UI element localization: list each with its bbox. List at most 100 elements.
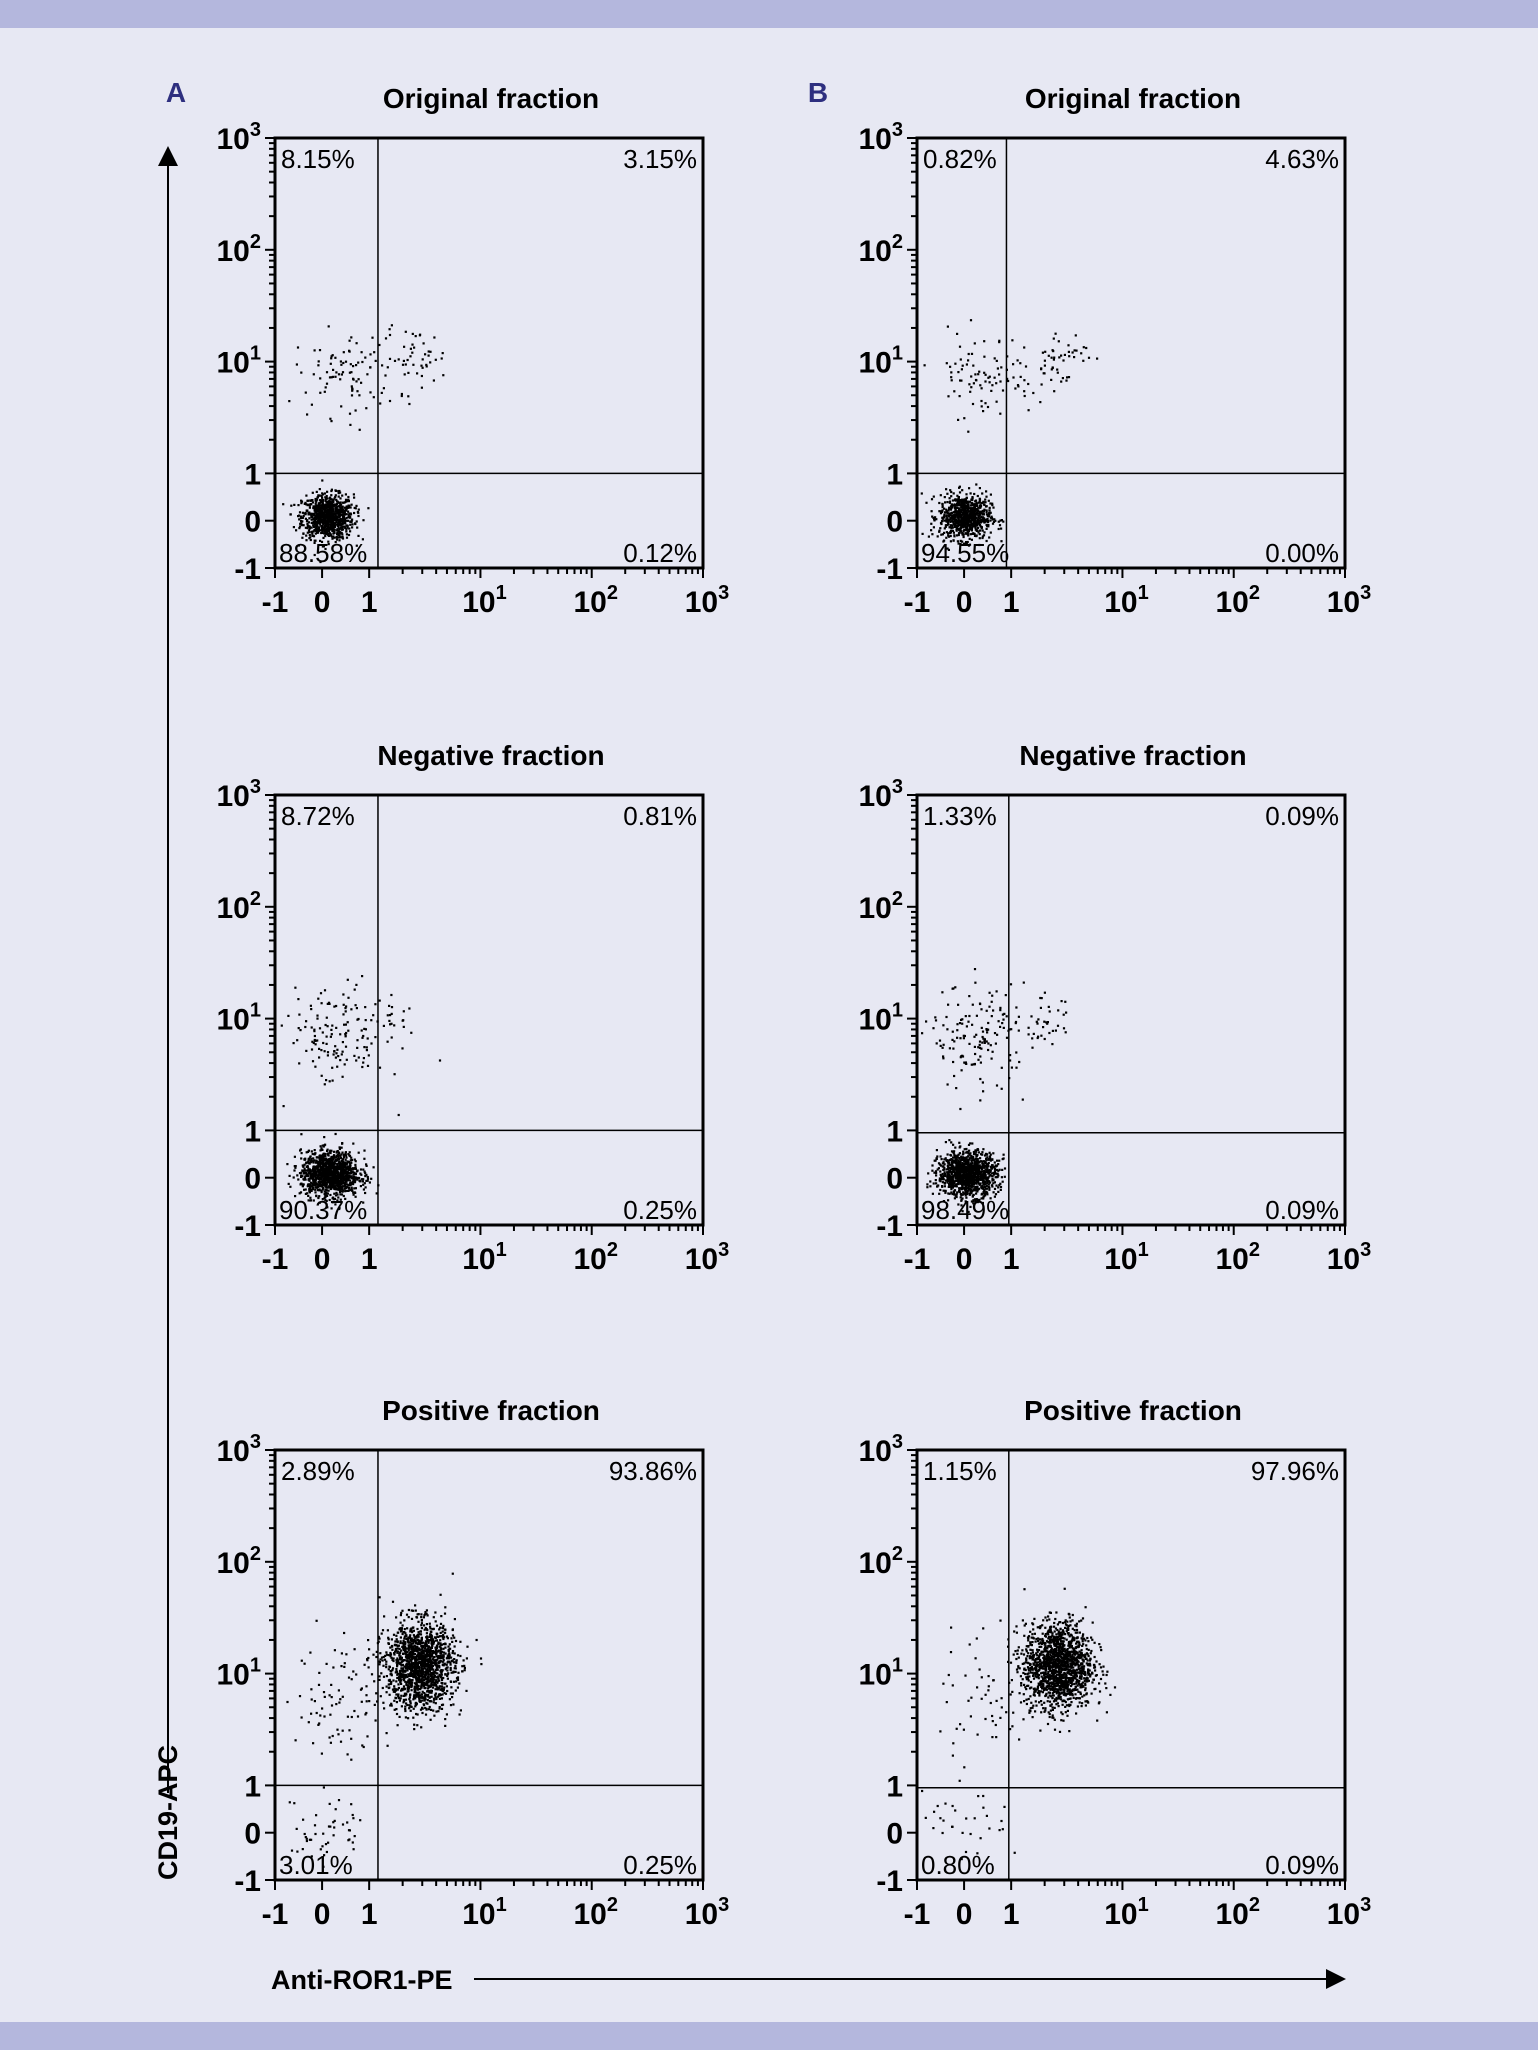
data-point (977, 1046, 980, 1049)
data-point (325, 1179, 329, 1182)
data-point (956, 498, 959, 501)
data-point (948, 500, 952, 503)
data-point (985, 1187, 988, 1190)
data-point (332, 501, 335, 504)
data-point (339, 1180, 342, 1183)
data-point (297, 544, 300, 547)
data-point (946, 517, 949, 520)
data-point (308, 537, 311, 540)
data-point (347, 495, 350, 499)
data-point (1039, 401, 1042, 404)
data-point (427, 350, 430, 353)
data-point (953, 390, 956, 393)
data-point (334, 1056, 337, 1059)
data-point (334, 506, 337, 509)
data-point (964, 517, 967, 520)
data-point (386, 366, 389, 369)
data-point (334, 1132, 337, 1136)
data-point (1040, 1034, 1043, 1037)
data-point (1051, 1043, 1054, 1046)
data-point (338, 1165, 341, 1168)
data-point (948, 1139, 951, 1142)
data-point (978, 517, 981, 520)
data-point (960, 1176, 963, 1180)
quadrant-upper-left: 8.72% (281, 801, 355, 831)
data-point (427, 354, 430, 357)
data-point (308, 1168, 311, 1171)
data-point (1048, 1031, 1051, 1035)
data-point (975, 523, 978, 526)
data-point (309, 538, 312, 542)
data-point (333, 1165, 336, 1168)
data-point (327, 1174, 330, 1178)
data-point (320, 1185, 323, 1188)
data-point (1073, 349, 1076, 352)
data-point (321, 1159, 324, 1162)
data-point (995, 400, 998, 403)
data-point (355, 364, 358, 367)
data-point (974, 378, 978, 382)
data-point (332, 1180, 336, 1183)
data-point (315, 1039, 318, 1042)
data-point (330, 498, 333, 501)
data-point (350, 503, 353, 506)
data-point (965, 1190, 969, 1193)
quadrant-upper-left: 0.82% (923, 144, 997, 174)
data-point (362, 1168, 365, 1171)
data-point (343, 520, 346, 523)
data-point (336, 1178, 339, 1181)
data-point (332, 1171, 336, 1174)
data-point (1046, 1021, 1049, 1024)
data-point (952, 1151, 955, 1154)
data-point (981, 1160, 984, 1163)
data-point (976, 524, 979, 527)
data-point (326, 1002, 329, 1005)
data-point (312, 535, 316, 538)
data-point (964, 510, 968, 513)
data-point (1065, 1011, 1068, 1014)
data-point (345, 1005, 348, 1008)
data-point (973, 517, 976, 520)
data-point (336, 1173, 339, 1176)
data-point (986, 525, 989, 528)
data-point (354, 522, 357, 526)
data-point (341, 1159, 344, 1162)
data-point (956, 516, 960, 519)
data-point (955, 1173, 959, 1176)
data-point (992, 1009, 995, 1012)
data-point (967, 501, 970, 504)
data-point (335, 538, 339, 541)
data-point (323, 989, 327, 992)
data-point (333, 1185, 336, 1188)
data-point (326, 504, 329, 507)
data-point (1039, 1006, 1042, 1009)
data-point (981, 1081, 984, 1084)
data-point (329, 496, 332, 499)
data-point (967, 519, 970, 522)
data-point (323, 1083, 326, 1086)
data-point (351, 523, 354, 526)
data-point (955, 1087, 958, 1090)
data-point (309, 1172, 312, 1176)
data-point (329, 534, 332, 537)
data-point (974, 1181, 977, 1184)
data-point (991, 1050, 994, 1053)
data-point (961, 507, 964, 510)
data-point (967, 529, 970, 533)
data-point (988, 1151, 991, 1154)
data-point (940, 533, 943, 536)
data-point (946, 1159, 949, 1162)
data-point (330, 1033, 333, 1036)
data-point (982, 503, 986, 506)
data-point (340, 531, 343, 535)
data-point (354, 1163, 357, 1166)
data-point (393, 1073, 396, 1076)
data-point (954, 499, 957, 502)
quadrant-upper-right: 3.15% (623, 144, 697, 174)
data-point (986, 1182, 989, 1185)
data-point (981, 1030, 985, 1033)
data-point (948, 497, 951, 500)
data-point (325, 382, 329, 385)
data-point (370, 1177, 373, 1180)
data-point (976, 1198, 979, 1202)
